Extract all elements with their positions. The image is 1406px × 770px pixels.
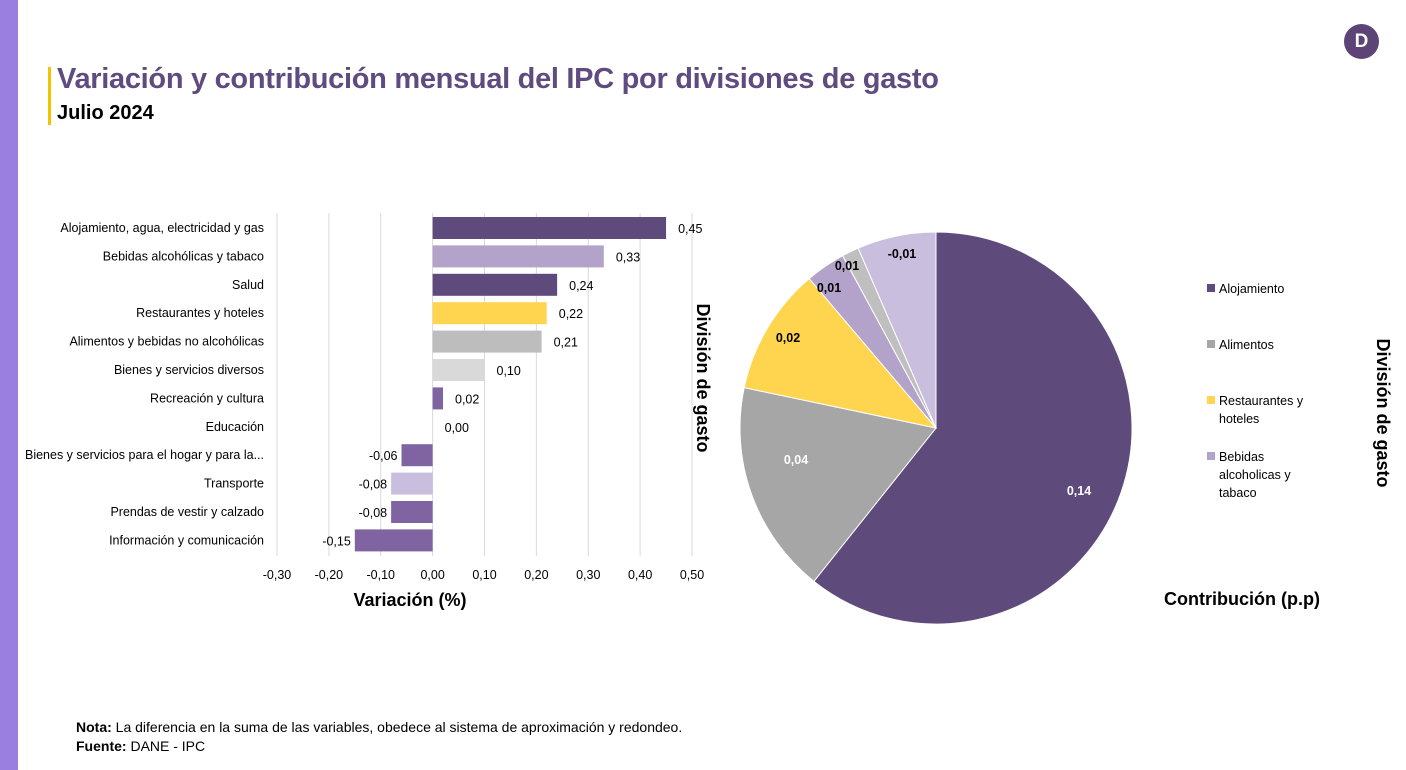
bar (432, 273, 558, 296)
legend-label: Restaurantes y hoteles (1219, 394, 1304, 426)
pie-data-label: 0,01 (835, 259, 859, 273)
x-axis-title: Variación (%) (353, 590, 466, 610)
pie-data-label: 0,14 (1067, 484, 1091, 498)
category-label: Información y comunicación (109, 533, 264, 547)
legend-swatch (1207, 452, 1215, 460)
x-tick-label: 0,30 (576, 568, 600, 582)
pie-data-label: 0,01 (817, 281, 841, 295)
data-label: 0,21 (554, 336, 578, 350)
category-label: Bienes y servicios para el hogar y para … (25, 448, 264, 462)
data-label: -0,06 (369, 449, 398, 463)
note-label: Nota: (76, 719, 112, 735)
legend-label: Bebidas alcoholicas y tabaco (1219, 450, 1291, 500)
data-label: 0,33 (616, 250, 640, 264)
dane-logo-icon: D (1344, 24, 1379, 59)
source-text: DANE - IPC (126, 738, 206, 754)
pie-data-label: -0,01 (888, 247, 917, 261)
data-label: 0,10 (497, 364, 521, 378)
side-accent-strip (0, 0, 18, 770)
x-tick-label: 0,40 (628, 568, 652, 582)
data-label: 0,45 (678, 222, 702, 236)
x-tick-label: 0,10 (472, 568, 496, 582)
legend-swatch (1207, 284, 1215, 292)
pie-x-title: Contribución (p.p) (1164, 589, 1320, 609)
pie-slice (739, 387, 937, 583)
category-label: Restaurantes y hoteles (136, 306, 264, 320)
page-subtitle: Julio 2024 (57, 102, 154, 124)
note-line: Nota: La diferencia en la suma de las va… (76, 718, 682, 737)
category-label: Alojamiento, agua, electricidad y gas (60, 221, 264, 235)
pie-data-label: 0,04 (784, 453, 808, 467)
category-label: Alimentos y bebidas no alcohólicas (69, 335, 264, 349)
data-label: 0,02 (455, 392, 479, 406)
legend-label: Alojamiento (1219, 282, 1284, 296)
category-label: Transporte (204, 477, 264, 491)
category-label: Educación (206, 420, 264, 434)
category-label: Bienes y servicios diversos (114, 363, 264, 377)
bar (432, 387, 443, 410)
bar (391, 501, 433, 523)
title-accent-bar (48, 67, 51, 125)
bar (432, 359, 485, 381)
legend-swatch (1207, 396, 1215, 404)
x-tick-label: 0,00 (420, 568, 444, 582)
pie-slice (813, 231, 1133, 625)
footer-notes: Nota: La diferencia en la suma de las va… (76, 718, 682, 756)
bar (432, 245, 604, 268)
logo-letter: D (1354, 30, 1369, 52)
data-label: -0,08 (359, 478, 388, 492)
pie-slice (743, 277, 938, 429)
category-label: Bebidas alcohólicas y tabaco (103, 249, 264, 263)
pie-slice (857, 231, 937, 429)
bar (354, 529, 433, 552)
bar (432, 330, 542, 353)
legend-swatch (1207, 340, 1215, 348)
pie-y-title: División de gasto (1373, 338, 1393, 487)
page-title: Variación y contribución mensual del IPC… (57, 63, 939, 95)
category-label: Prendas de vestir y calzado (110, 505, 264, 519)
x-tick-label: 0,20 (524, 568, 548, 582)
data-label: 0,24 (569, 279, 593, 293)
bar (391, 472, 433, 495)
legend-label: Alimentos (1219, 338, 1274, 352)
data-label: -0,15 (322, 534, 351, 548)
data-label: 0,22 (559, 307, 583, 321)
x-tick-label: 0,50 (680, 568, 704, 582)
bar (401, 444, 433, 467)
x-tick-label: -0,30 (263, 568, 292, 582)
x-tick-label: -0,10 (367, 568, 396, 582)
y-axis-title: División de gasto (693, 303, 713, 452)
data-label: -0,08 (359, 506, 388, 520)
data-label: 0,00 (445, 421, 469, 435)
note-text: La diferencia en la suma de las variable… (111, 719, 683, 735)
source-line: Fuente: DANE - IPC (76, 737, 682, 756)
category-label: Salud (232, 278, 264, 292)
category-label: Recreación y cultura (150, 391, 264, 405)
source-label: Fuente: (76, 738, 127, 754)
bar (432, 302, 547, 325)
x-tick-label: -0,20 (315, 568, 344, 582)
pie-data-label: 0,02 (776, 331, 800, 345)
bar (432, 217, 667, 239)
